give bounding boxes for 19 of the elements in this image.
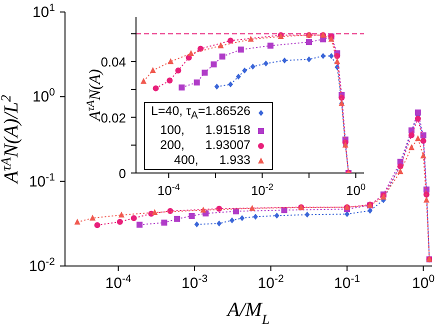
x-tick-label: 10$^{-1}$ (334, 273, 360, 292)
legend-label: L=40, τ$_{A}$=1.86526 (151, 104, 250, 123)
y-tick-label: 0.04 (100, 54, 126, 70)
legend-label: 400, 1.933 (174, 153, 250, 168)
legend-label: 200, 1.93007 (160, 138, 250, 153)
x-tick-label: 10$^{0}$ (346, 182, 366, 198)
y-tick-label: 10$^{-2}$ (28, 256, 56, 275)
x-axis-title: A/M$_{L}$ (225, 299, 270, 326)
y-tick-label: 10$^{0}$ (32, 86, 56, 106)
y-tick-label: 0.02 (100, 110, 126, 126)
x-tick-label: 10$^{0}$ (412, 273, 435, 292)
y-tick-label: 10$^{1}$ (32, 2, 56, 21)
y-tick-label: 0 (118, 166, 126, 181)
x-tick-label: 10$^{-3}$ (182, 273, 208, 292)
x-tick-label: 10$^{-4}$ (157, 182, 180, 198)
x-tick-label: 10$^{-4}$ (105, 273, 132, 292)
x-tick-label: 10$^{-2}$ (250, 182, 274, 198)
x-tick-label: 10$^{-2}$ (258, 273, 284, 292)
legend-label: 100, 1.91518 (160, 123, 250, 138)
